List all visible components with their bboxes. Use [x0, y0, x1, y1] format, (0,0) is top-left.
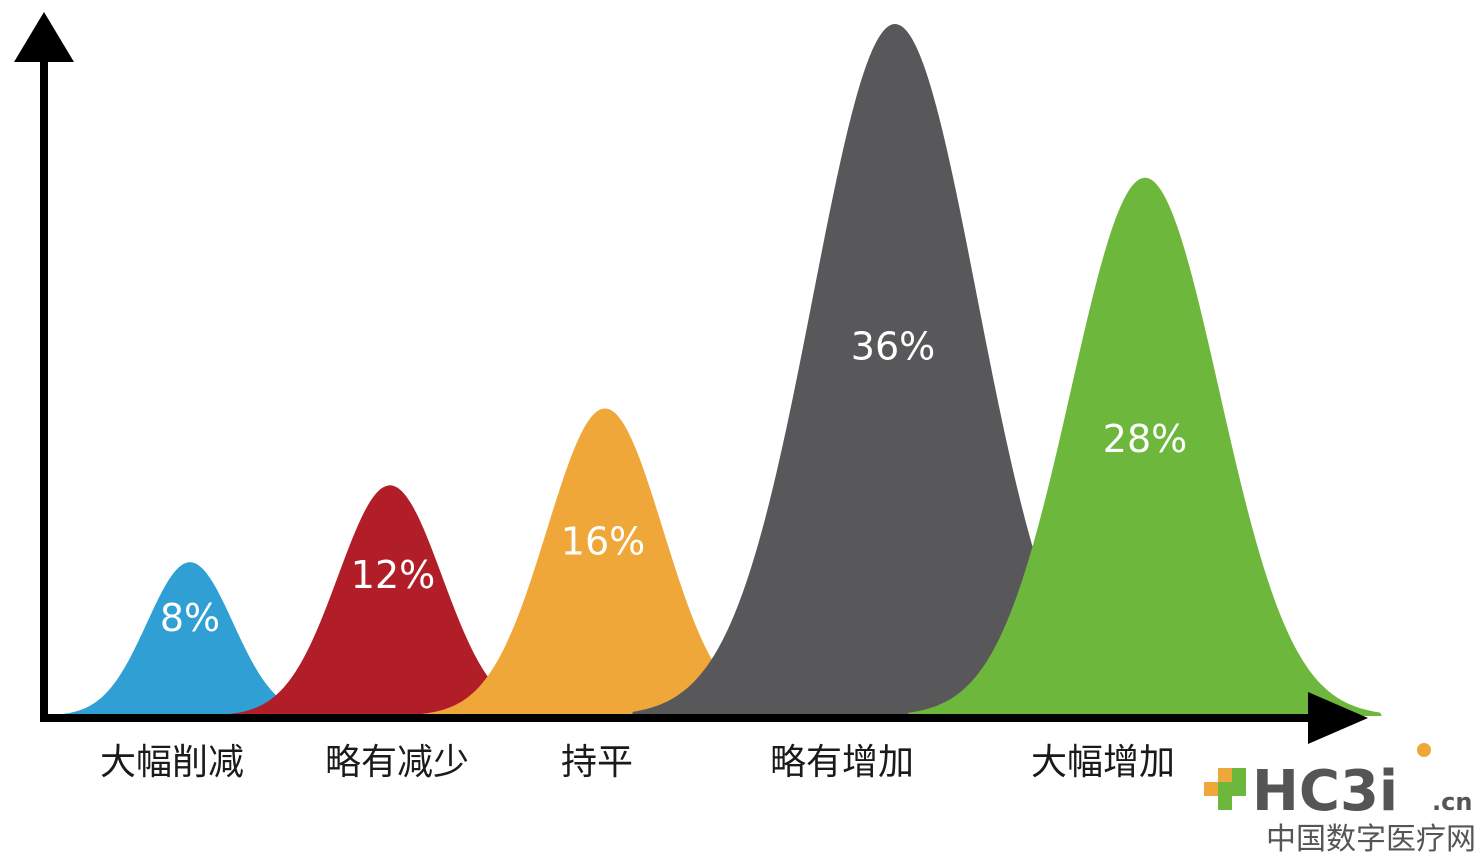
- watermark-caption: 中国数字医疗网: [1266, 822, 1476, 857]
- value-labels: 8% 12% 16% 36% 28%: [160, 325, 1187, 641]
- category-label-4: 略有增加: [770, 742, 914, 783]
- curve-1: [52, 562, 328, 716]
- curve-5: [908, 177, 1382, 717]
- curve-4: [632, 24, 1158, 716]
- value-label-4: 36%: [851, 325, 935, 369]
- medical-cross-icon: [1204, 768, 1246, 810]
- logo-dot-icon: [1417, 743, 1431, 757]
- category-label-3: 持平: [561, 742, 633, 783]
- axes: [14, 12, 1368, 744]
- value-label-1: 8%: [160, 596, 220, 640]
- y-axis-arrow: [14, 12, 74, 62]
- value-label-5: 28%: [1103, 417, 1187, 461]
- value-label-3: 16%: [561, 519, 645, 563]
- category-labels: 大幅削减 略有减少 持平 略有增加 大幅增加: [100, 742, 1175, 783]
- category-label-5: 大幅增加: [1031, 742, 1175, 783]
- x-axis-arrow: [1308, 692, 1368, 744]
- curve-series: [52, 24, 1382, 717]
- curve-2: [223, 485, 557, 716]
- watermark-logo: HC3i .cn 中国数字医疗网: [1204, 743, 1476, 857]
- value-label-2: 12%: [351, 553, 435, 597]
- watermark-domain: .cn: [1432, 788, 1472, 816]
- category-label-1: 大幅削减: [100, 742, 244, 783]
- watermark-logo-text: HC3i: [1252, 759, 1398, 824]
- category-label-2: 略有减少: [325, 742, 469, 783]
- curve-3: [419, 408, 791, 716]
